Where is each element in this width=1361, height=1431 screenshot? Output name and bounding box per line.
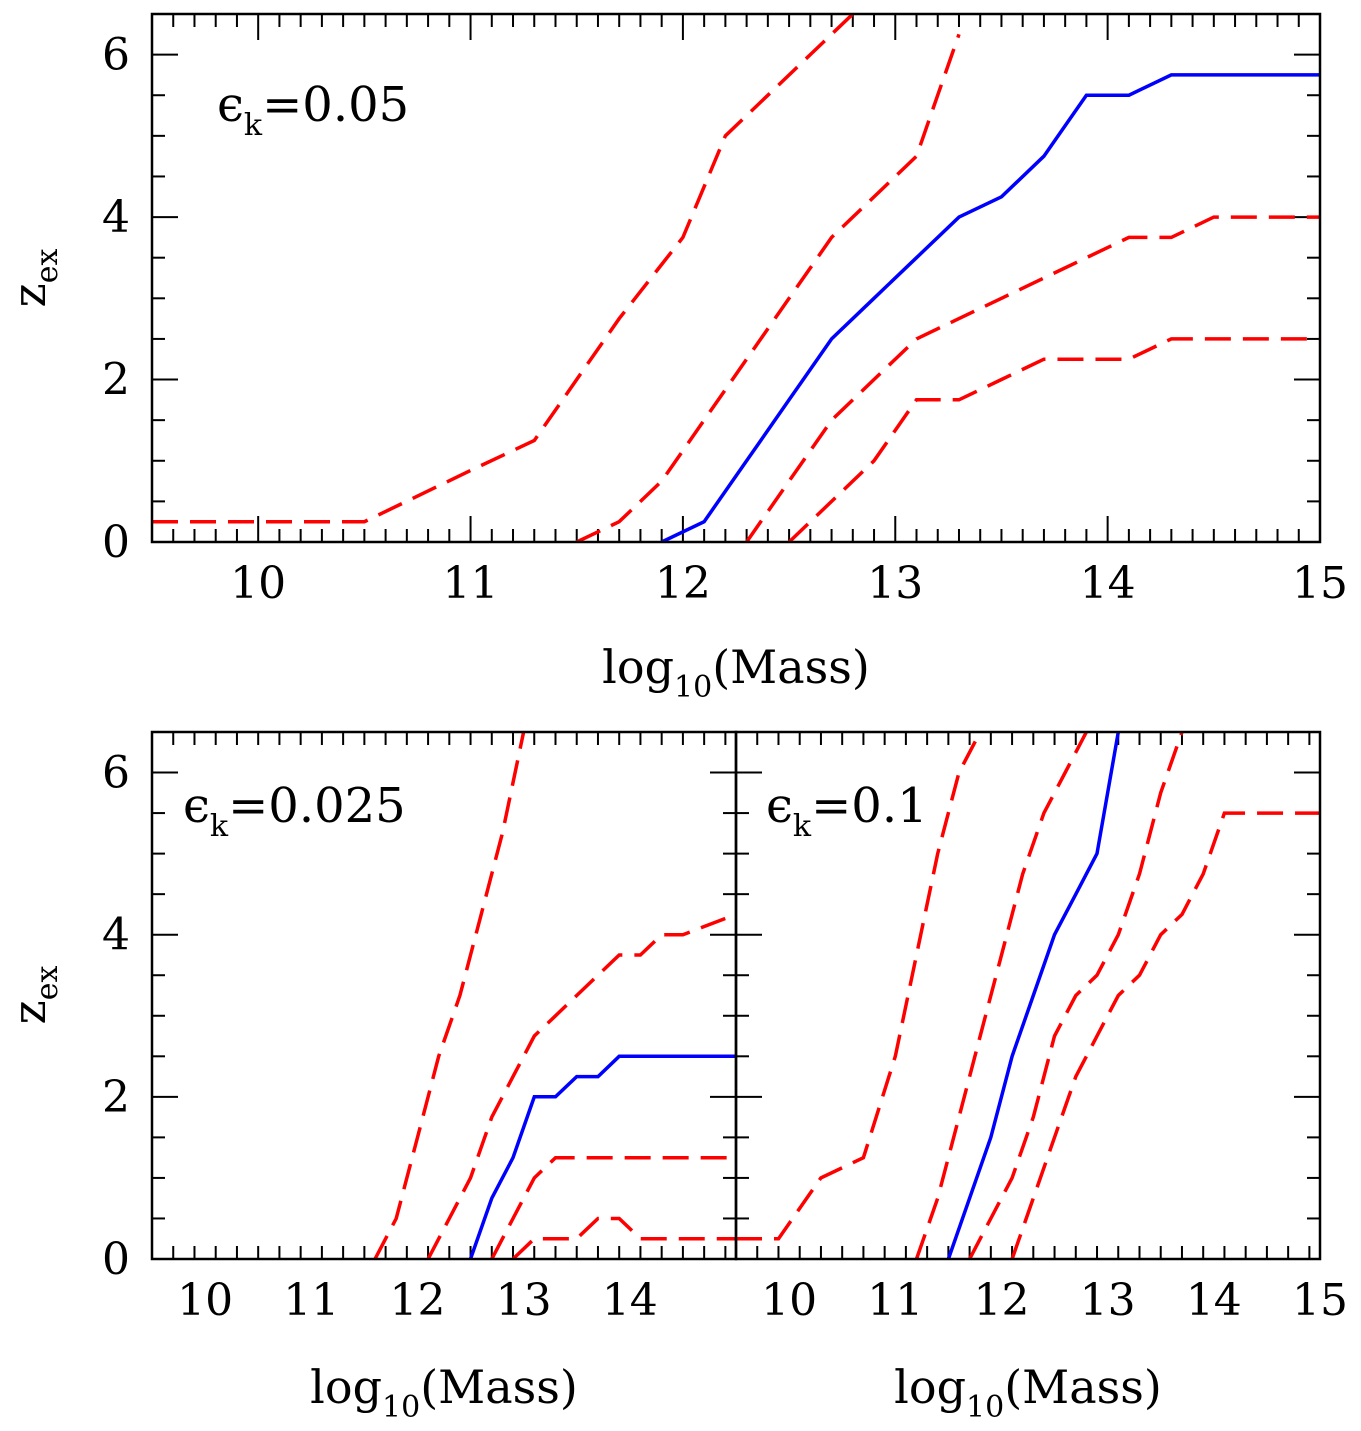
series-dashed-4 bbox=[511, 1216, 736, 1259]
plot-frame bbox=[150, 12, 1322, 544]
y-axis-label: zex bbox=[2, 965, 65, 1024]
panel-2: 10 11 12 13 14 0 2 4 6 log10(Mass) zex ϵk=0.025 bbox=[2, 730, 738, 1425]
x-tick-label: 15 bbox=[1292, 1275, 1348, 1326]
y-tick-label: 2 bbox=[102, 1072, 130, 1123]
x-tick-label: 13 bbox=[1080, 1275, 1136, 1326]
series-dashed-1 bbox=[152, 14, 855, 524]
x-tick-label: 14 bbox=[1080, 558, 1136, 609]
x-axis-label: log10(Mass) bbox=[602, 640, 870, 705]
x-tick-label: 11 bbox=[283, 1275, 339, 1326]
series-dashed-1 bbox=[736, 732, 982, 1241]
series-dashed-1 bbox=[373, 732, 526, 1259]
series-group bbox=[736, 732, 1320, 1259]
x-tick-label: 13 bbox=[496, 1275, 552, 1326]
x-tick-label: 13 bbox=[867, 558, 923, 609]
x-tick-label: 14 bbox=[602, 1275, 658, 1326]
y-tick-label: 0 bbox=[102, 517, 130, 568]
y-tick-label: 2 bbox=[102, 355, 130, 406]
x-tick-label: 15 bbox=[1292, 558, 1348, 609]
series-dashed-2 bbox=[575, 33, 961, 542]
y-tick-label: 4 bbox=[102, 192, 130, 243]
panel-1: 10 11 12 13 14 15 0 2 4 6 log10(Mass) zex ϵk=0.05 bbox=[2, 12, 1348, 705]
x-tick-label: 12 bbox=[655, 558, 711, 609]
y-tick-label: 6 bbox=[102, 748, 130, 799]
epsilon-annotation: ϵk=0.1 bbox=[766, 778, 928, 844]
x-tick-label: 10 bbox=[177, 1275, 233, 1326]
series-dashed-4 bbox=[1010, 811, 1320, 1259]
series-dashed-3 bbox=[745, 215, 1320, 542]
x-tick-label: 11 bbox=[443, 558, 499, 609]
series-solid bbox=[660, 73, 1320, 542]
x-axis-label: log10(Mass) bbox=[894, 1360, 1162, 1425]
y-axis-label: zex bbox=[2, 248, 65, 307]
panel-3: 10 11 12 13 14 15 log10(Mass) ϵk=0.1 bbox=[734, 730, 1348, 1425]
series-dashed-4 bbox=[787, 337, 1320, 542]
series-group bbox=[152, 14, 1320, 542]
series-dashed-3 bbox=[490, 1155, 736, 1259]
y-tick-label: 4 bbox=[102, 910, 130, 961]
y-tick-label: 6 bbox=[102, 30, 130, 81]
series-dashed-3 bbox=[968, 732, 1184, 1259]
series-solid bbox=[468, 1054, 736, 1259]
x-tick-label: 12 bbox=[973, 1275, 1029, 1326]
x-tick-label: 10 bbox=[230, 558, 286, 609]
x-tick-label: 10 bbox=[761, 1275, 817, 1326]
x-axis-label: log10(Mass) bbox=[310, 1360, 578, 1425]
x-tick-label: 12 bbox=[389, 1275, 445, 1326]
plot-frame bbox=[734, 730, 1322, 1261]
series-dashed-2 bbox=[426, 912, 736, 1259]
y-tick-label: 0 bbox=[102, 1234, 130, 1285]
x-tick-label: 11 bbox=[867, 1275, 923, 1326]
series-dashed-2 bbox=[914, 732, 1088, 1259]
epsilon-annotation: ϵk=0.05 bbox=[217, 77, 409, 143]
epsilon-annotation: ϵk=0.025 bbox=[183, 778, 406, 844]
series-group bbox=[373, 732, 736, 1259]
series-solid bbox=[946, 732, 1121, 1259]
x-tick-label: 14 bbox=[1186, 1275, 1242, 1326]
